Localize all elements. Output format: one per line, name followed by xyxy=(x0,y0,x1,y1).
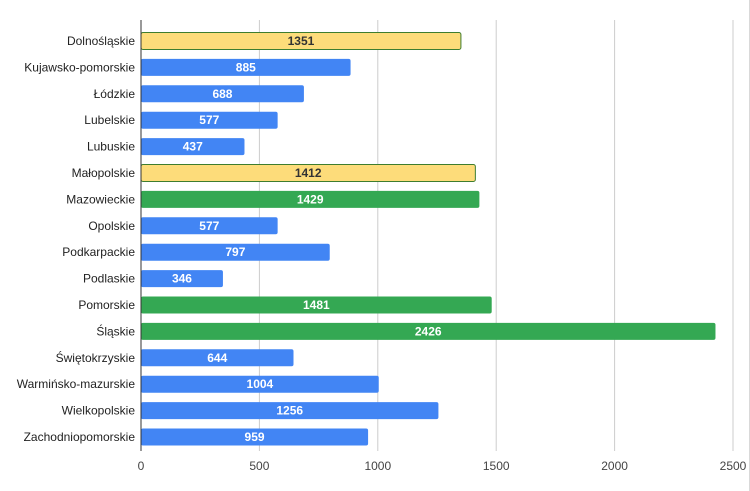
category-label: Warmińsko-mazurskie xyxy=(17,377,136,391)
category-label: Podkarpackie xyxy=(62,245,135,259)
x-tick-label: 2500 xyxy=(720,459,747,473)
bar-value-label: 1429 xyxy=(297,192,324,206)
bar[interactable] xyxy=(141,428,369,446)
category-label: Wielkopolskie xyxy=(62,404,136,418)
bar-value-label: 959 xyxy=(245,430,265,444)
x-tick-label: 2000 xyxy=(601,459,628,473)
x-tick-label: 500 xyxy=(249,459,269,473)
bar[interactable] xyxy=(141,138,245,156)
x-tick-label: 1000 xyxy=(364,459,391,473)
bar[interactable] xyxy=(141,58,351,76)
category-label: Lubuskie xyxy=(87,140,135,154)
bar-value-label: 1351 xyxy=(288,34,315,48)
category-label: Mazowieckie xyxy=(66,192,135,206)
category-label: Pomorskie xyxy=(78,298,135,312)
bar-value-label: 1481 xyxy=(303,298,330,312)
bar[interactable] xyxy=(141,217,278,235)
x-tick-label: 1500 xyxy=(483,459,510,473)
category-label: Opolskie xyxy=(88,219,135,233)
category-label: Małopolskie xyxy=(72,166,136,180)
bar-value-label: 1412 xyxy=(295,166,322,180)
bar[interactable] xyxy=(141,296,492,314)
bar[interactable] xyxy=(141,375,379,393)
bar-value-label: 1256 xyxy=(276,404,303,418)
bar[interactable] xyxy=(141,349,294,367)
bar[interactable] xyxy=(141,322,716,340)
bar-value-label: 797 xyxy=(225,245,245,259)
category-label: Dolnośląskie xyxy=(67,34,135,48)
bar[interactable] xyxy=(141,85,304,103)
category-label: Świętokrzyskie xyxy=(56,350,136,365)
bars: 1351 885 688 577 437 1412 1429 577 797 346 1481 242… xyxy=(140,32,716,446)
category-label: Śląskie xyxy=(96,323,135,338)
bar[interactable] xyxy=(141,190,480,208)
bar-value-label: 577 xyxy=(199,219,219,233)
bar-value-label: 437 xyxy=(183,140,203,154)
category-label: Kujawsko-pomorskie xyxy=(24,60,135,74)
bar-value-label: 346 xyxy=(172,272,192,286)
bar-value-label: 885 xyxy=(236,60,256,74)
bar[interactable] xyxy=(141,243,330,261)
x-axis-tick-labels: 0 500 1000 1500 2000 2500 xyxy=(138,459,747,473)
bar-value-label: 688 xyxy=(212,87,232,101)
category-label: Podlaskie xyxy=(83,272,135,286)
bar-value-label: 1004 xyxy=(247,377,274,391)
bar[interactable] xyxy=(141,402,439,420)
category-label: Zachodniopomorskie xyxy=(24,430,136,444)
bar-value-label: 644 xyxy=(207,351,227,365)
category-label: Łódzkie xyxy=(94,87,136,101)
bar-value-label: 577 xyxy=(199,113,219,127)
bar[interactable] xyxy=(141,270,223,288)
bar[interactable] xyxy=(141,111,278,129)
category-labels: Dolnośląskie Kujawsko-pomorskie Łódzkie Lub… xyxy=(17,34,136,444)
bar-value-label: 2426 xyxy=(415,324,442,338)
x-tick-label: 0 xyxy=(138,459,145,473)
category-label: Lubelskie xyxy=(84,113,135,127)
